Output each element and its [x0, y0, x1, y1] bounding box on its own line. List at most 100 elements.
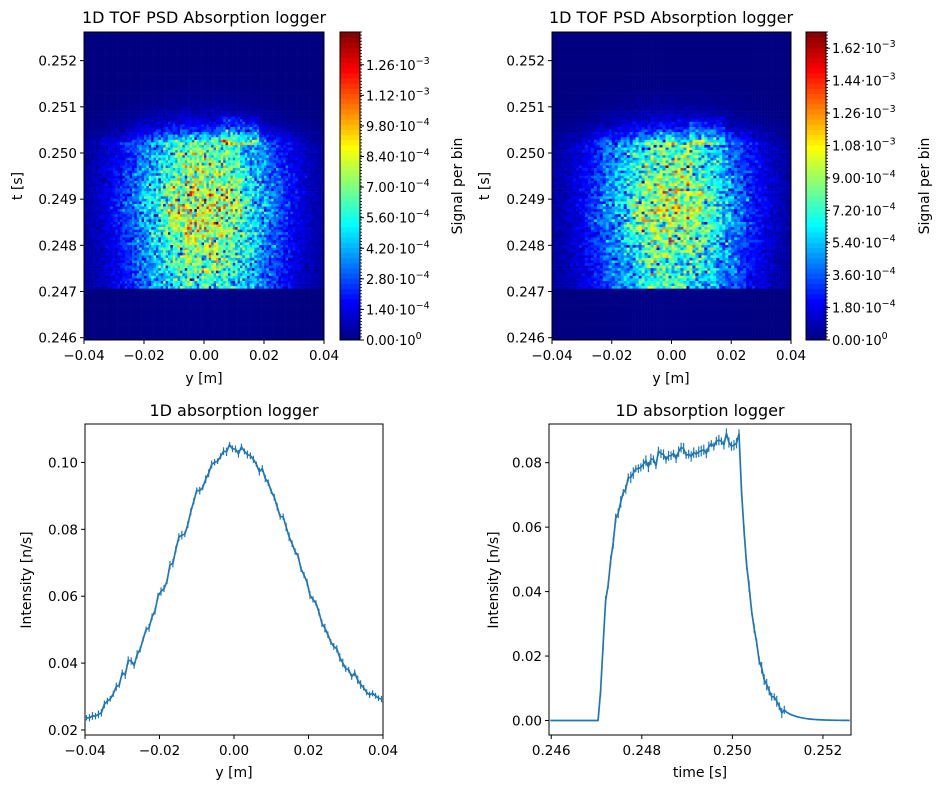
heatmap-cell [101, 168, 104, 171]
heatmap-cell [108, 230, 111, 233]
heatmap-cell [120, 42, 123, 45]
heatmap-cell [89, 65, 92, 68]
heatmap-cell [113, 173, 116, 176]
heatmap-cell [108, 58, 111, 61]
heatmap-cell [108, 201, 111, 204]
heatmap-cell [120, 212, 123, 215]
heatmap-cell [91, 217, 94, 220]
chart-title: 1D TOF PSD Absorption logger [82, 8, 327, 27]
heatmap-cell [122, 266, 125, 269]
heatmap-cell [98, 286, 101, 289]
heatmap-cell [101, 130, 104, 133]
heatmap-cell [120, 186, 123, 189]
heatmap-cell [106, 335, 109, 338]
heatmap-cell [89, 266, 92, 269]
heatmap-cell [120, 71, 123, 74]
heatmap-cell [103, 173, 106, 176]
heatmap-cell [120, 137, 123, 140]
heatmap-cell [120, 135, 123, 138]
heatmap-cell [118, 37, 121, 40]
heatmap-cell [106, 78, 109, 81]
heatmap-cell [86, 150, 89, 153]
heatmap-cell [120, 189, 123, 192]
heatmap-cell [86, 42, 89, 45]
heatmap-cell [122, 35, 125, 38]
heatmap-cell [106, 309, 109, 312]
heatmap-cell [120, 325, 123, 328]
heatmap-cell [96, 76, 99, 79]
heatmap-cell [98, 332, 101, 335]
heatmap-cell [94, 207, 97, 210]
heatmap-cell [108, 322, 111, 325]
heatmap-cell [106, 183, 109, 186]
heatmap-cell [110, 199, 113, 202]
heatmap-cell [96, 71, 99, 74]
heatmap-cell [103, 140, 106, 143]
heatmap-cell [103, 160, 106, 163]
heatmap-cell [113, 273, 116, 276]
heatmap-cell [101, 145, 104, 148]
heatmap-cell [91, 45, 94, 48]
heatmap-cell [96, 284, 99, 287]
heatmap-cell [96, 53, 99, 56]
heatmap-cell [96, 248, 99, 251]
heatmap-cell [106, 230, 109, 233]
heatmap-cell [103, 294, 106, 297]
heatmap-cell [98, 330, 101, 333]
heatmap-cell [96, 286, 99, 289]
heatmap-cell [103, 73, 106, 76]
heatmap-cell [89, 281, 92, 284]
heatmap-cell [120, 196, 123, 199]
heatmap-cell [113, 322, 116, 325]
heatmap-cell [106, 325, 109, 328]
heatmap-cell [108, 263, 111, 266]
heatmap-cell [115, 296, 118, 299]
heatmap-cell [120, 37, 123, 40]
heatmap-cell [101, 160, 104, 163]
heatmap-cell [115, 294, 118, 297]
heatmap-cell [110, 214, 113, 217]
heatmap-cell [98, 325, 101, 328]
heatmap-cell [122, 86, 125, 89]
heatmap-cell [115, 155, 118, 158]
heatmap-cell [115, 104, 118, 107]
heatmap-cell [118, 281, 121, 284]
heatmap-cell [91, 242, 94, 245]
heatmap-cell [106, 101, 109, 104]
heatmap-cell [98, 248, 101, 251]
heatmap-cell [120, 53, 123, 56]
heatmap-cell [91, 209, 94, 212]
heatmap-cell [113, 168, 116, 171]
heatmap-cell [91, 291, 94, 294]
heatmap-cell [89, 140, 92, 143]
heatmap-cell [103, 50, 106, 53]
heatmap-cell [108, 132, 111, 135]
heatmap-cell [91, 225, 94, 228]
heatmap-cell [96, 68, 99, 71]
heatmap-cell [91, 299, 94, 302]
heatmap-cell [115, 230, 118, 233]
heatmap-cell [94, 47, 97, 50]
heatmap-cell [101, 237, 104, 240]
heatmap-cell [86, 94, 89, 97]
heatmap-cell [110, 106, 113, 109]
heatmap-cell [89, 112, 92, 115]
heatmap-cell [98, 148, 101, 151]
heatmap-cell [89, 240, 92, 243]
heatmap-cell [108, 130, 111, 133]
heatmap-cell [96, 142, 99, 145]
heatmap-cell [108, 153, 111, 156]
heatmap-cell [101, 42, 104, 45]
heatmap-cell [110, 207, 113, 210]
heatmap-cell [91, 53, 94, 56]
heatmap-cell [106, 122, 109, 125]
heatmap-cell [108, 155, 111, 158]
heatmap-cell [98, 222, 101, 225]
heatmap-cell [113, 99, 116, 102]
heatmap-cell [91, 230, 94, 233]
heatmap-cell [89, 271, 92, 274]
heatmap-cell [89, 106, 92, 109]
heatmap-cell [103, 278, 106, 281]
heatmap-cell [115, 150, 118, 153]
heatmap-cell [115, 235, 118, 238]
